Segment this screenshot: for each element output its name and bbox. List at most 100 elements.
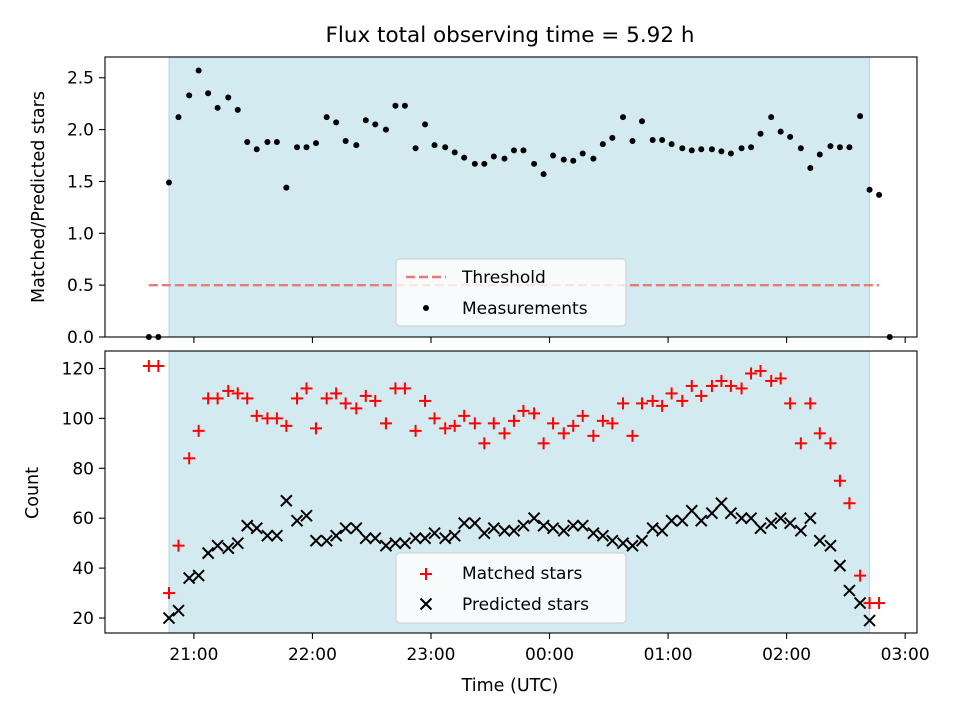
predicted-stars-point — [655, 524, 669, 537]
measurement-point — [579, 150, 586, 157]
predicted-stars-point — [537, 519, 550, 532]
matched-stars-point — [646, 394, 659, 407]
matched-stars-point — [843, 497, 856, 510]
x-marker-b — [478, 526, 491, 540]
measurement-point — [382, 126, 389, 133]
matched-stars-point — [833, 474, 846, 487]
x-marker-b — [162, 611, 176, 625]
x-marker-b — [201, 546, 215, 560]
y-tick-label: 80 — [72, 459, 94, 479]
matched-stars-point — [754, 364, 767, 377]
x-marker-b — [724, 507, 738, 520]
predicted-stars-point — [498, 524, 511, 537]
matched-stars-point — [270, 412, 283, 425]
measurement-point — [698, 146, 705, 153]
predicted-stars-point — [290, 514, 304, 527]
matched-stars-point — [487, 417, 500, 430]
x-marker-b — [498, 524, 511, 537]
measurement-point — [777, 128, 784, 135]
measurement-point — [688, 147, 695, 154]
measurement-point — [787, 133, 794, 140]
predicted-stars-point — [309, 534, 323, 547]
measurement-point — [679, 145, 686, 152]
x-marker-b — [853, 596, 867, 610]
x-marker-b — [182, 571, 196, 585]
x-marker-b — [735, 511, 748, 525]
predicted-stars-point — [576, 519, 589, 532]
count-panel: 20 40 60 80 100 120 21:00 22:00 23:00 00:00 01:00 0… — [62, 350, 930, 665]
predicted-stars-point — [398, 536, 412, 550]
predicted-stars-point — [192, 569, 205, 582]
matched-stars-point — [339, 397, 352, 410]
predicted-stars-point — [824, 539, 837, 552]
measurement-point — [540, 171, 547, 178]
legend-predicted-swatch-b — [419, 597, 433, 611]
measurement-point — [629, 138, 636, 144]
measurement-point — [757, 130, 764, 137]
x-marker-b — [527, 511, 541, 525]
matched-stars-point — [163, 587, 176, 600]
predicted-stars-point — [517, 519, 530, 532]
x-marker-b — [250, 521, 263, 535]
predicted-stars-point — [685, 504, 698, 517]
x-marker-b — [537, 519, 550, 532]
x-marker-b — [587, 526, 600, 540]
predicted-stars-point — [241, 519, 254, 532]
y-tick-label: 1.5 — [67, 172, 94, 192]
x-marker-b — [507, 524, 521, 537]
x-marker-b — [695, 514, 708, 527]
measurement-point — [708, 146, 715, 153]
predicted-stars-point — [478, 526, 491, 540]
ratio-panel: 0.0 0.5 1.0 1.5 2.0 2.5 Threshold Measurements — [67, 56, 918, 348]
x-tick-label: 03:00 — [881, 645, 930, 665]
x-marker-b — [270, 529, 284, 542]
x-marker-b — [192, 569, 205, 582]
predicted-stars-point — [270, 529, 284, 542]
measurement-point — [303, 144, 310, 151]
predicted-stars-point — [843, 584, 856, 597]
x-marker-b — [843, 584, 856, 597]
predicted-stars-point — [616, 536, 630, 550]
x-marker-b — [616, 536, 630, 550]
predicted-stars-point — [280, 494, 293, 507]
predicted-stars-point — [448, 529, 461, 542]
measurement-point — [866, 186, 873, 193]
x-marker-b — [557, 524, 570, 537]
legend-threshold-label: Threshold — [461, 268, 546, 288]
x-tick-label: 21:00 — [169, 645, 218, 665]
x-marker-b — [596, 529, 610, 542]
matched-stars-point — [369, 394, 382, 407]
x-marker-b — [261, 529, 274, 542]
matched-stars-point — [724, 379, 737, 392]
predicted-stars-point — [567, 519, 580, 532]
measurement-point — [510, 147, 517, 154]
y-tick-label: 2.5 — [67, 69, 94, 89]
matched-stars-point — [192, 424, 205, 437]
matched-stars-point — [745, 367, 758, 380]
measurement-point — [294, 144, 301, 151]
predicted-stars-point — [764, 516, 778, 530]
matched-stars-point — [468, 417, 481, 430]
predicted-stars-point — [389, 536, 402, 550]
measurement-point — [738, 145, 745, 152]
x-marker-b — [635, 534, 649, 547]
matched-stars-point — [507, 414, 520, 427]
matched-stars-point — [398, 382, 411, 395]
x-marker-b — [439, 531, 452, 545]
measurement-point — [372, 121, 379, 128]
predicted-stars-point — [350, 521, 363, 535]
x-marker-b — [379, 539, 393, 552]
x-marker-b — [359, 531, 372, 545]
measurement-point — [609, 134, 616, 141]
x-marker-b — [646, 521, 659, 535]
matched-stars-point — [557, 427, 570, 440]
matched-stars-point — [320, 392, 333, 405]
measurement-point — [431, 142, 438, 149]
x-marker-b — [546, 521, 560, 535]
measurement-point — [827, 143, 834, 150]
predicted-stars-point — [606, 534, 619, 547]
measurement-point — [471, 160, 478, 167]
measurement-point — [620, 114, 627, 121]
matched-stars-point — [635, 397, 648, 410]
measurement-point — [186, 92, 193, 99]
